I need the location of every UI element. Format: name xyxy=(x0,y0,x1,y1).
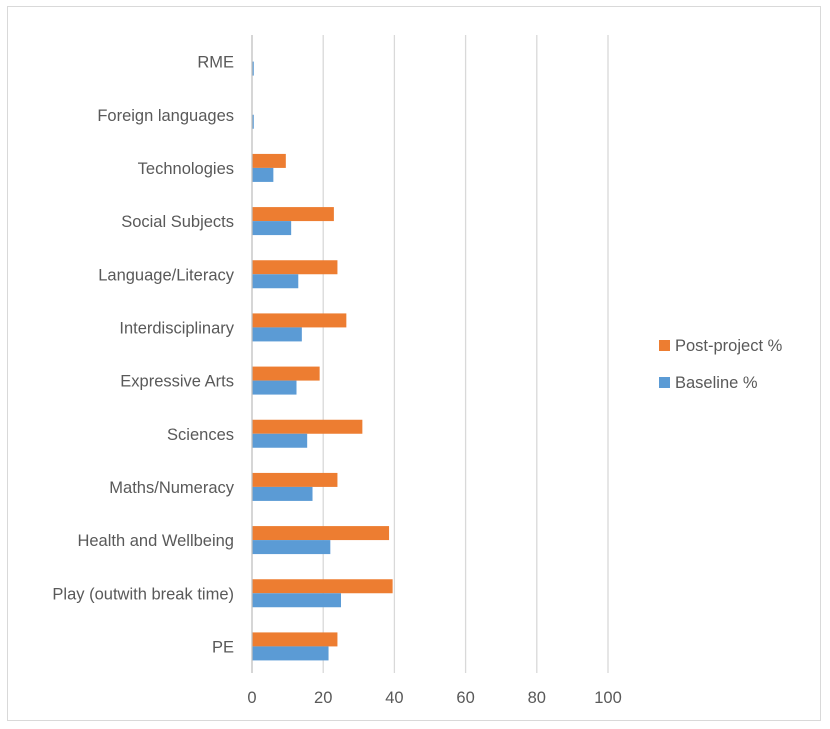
baseline-bar-8 xyxy=(252,433,308,448)
baseline-bar-6 xyxy=(252,327,302,342)
category-label: Interdisciplinary xyxy=(119,319,234,337)
post-project-bar-9 xyxy=(252,472,338,487)
post-project-bar-4 xyxy=(252,207,334,222)
x-tick-label-0: 0 xyxy=(247,689,256,707)
post-project-bar-6 xyxy=(252,313,347,328)
baseline-bar-1 xyxy=(252,61,254,76)
x-tick-label-40: 40 xyxy=(385,689,403,707)
category-label: Social Subjects xyxy=(121,213,234,231)
baseline-bar-11 xyxy=(252,593,341,608)
tick-labels: 0 20 40 60 80 100 xyxy=(247,689,621,707)
category-label: Foreign languages xyxy=(97,107,234,125)
legend-swatch-baseline xyxy=(659,377,670,388)
baseline-bar-7 xyxy=(252,380,297,395)
category-label: Play (outwith break time) xyxy=(52,585,234,603)
x-tick-label-100: 100 xyxy=(594,689,622,707)
category-label: Sciences xyxy=(167,426,234,444)
baseline-bar-2 xyxy=(252,114,254,129)
baseline-bar-4 xyxy=(252,221,292,236)
legend-swatch-post-project xyxy=(659,340,670,351)
baseline-bar-10 xyxy=(252,540,331,555)
category-label: Expressive Arts xyxy=(120,373,234,391)
category-label: Maths/Numeracy xyxy=(109,479,234,497)
x-tick-label-80: 80 xyxy=(528,689,546,707)
category-label: RME xyxy=(197,54,234,72)
category-label: Technologies xyxy=(138,160,234,178)
post-project-bar-10 xyxy=(252,526,390,541)
bars xyxy=(252,61,393,661)
post-project-bar-3 xyxy=(252,153,286,168)
x-tick-label-60: 60 xyxy=(456,689,474,707)
category-label: PE xyxy=(212,638,234,656)
baseline-bar-12 xyxy=(252,646,329,661)
baseline-bar-9 xyxy=(252,486,313,501)
post-project-bar-11 xyxy=(252,579,393,594)
post-project-bar-8 xyxy=(252,419,363,434)
category-labels: RME Foreign languages Technologies Social S… xyxy=(52,54,234,657)
x-tick-label-20: 20 xyxy=(314,689,332,707)
baseline-bar-5 xyxy=(252,274,299,289)
legend-label-post-project: Post-project % xyxy=(675,337,783,355)
legend: Post-project % Baseline % xyxy=(659,337,783,392)
post-project-bar-5 xyxy=(252,260,338,275)
baseline-bar-3 xyxy=(252,167,274,182)
post-project-bar-7 xyxy=(252,366,320,381)
grid-lines xyxy=(322,35,609,673)
legend-label-baseline: Baseline % xyxy=(675,374,758,392)
chart-frame xyxy=(7,6,821,721)
post-project-bar-12 xyxy=(252,632,338,647)
category-label: Language/Literacy xyxy=(98,266,235,284)
category-label: Health and Wellbeing xyxy=(77,532,234,550)
